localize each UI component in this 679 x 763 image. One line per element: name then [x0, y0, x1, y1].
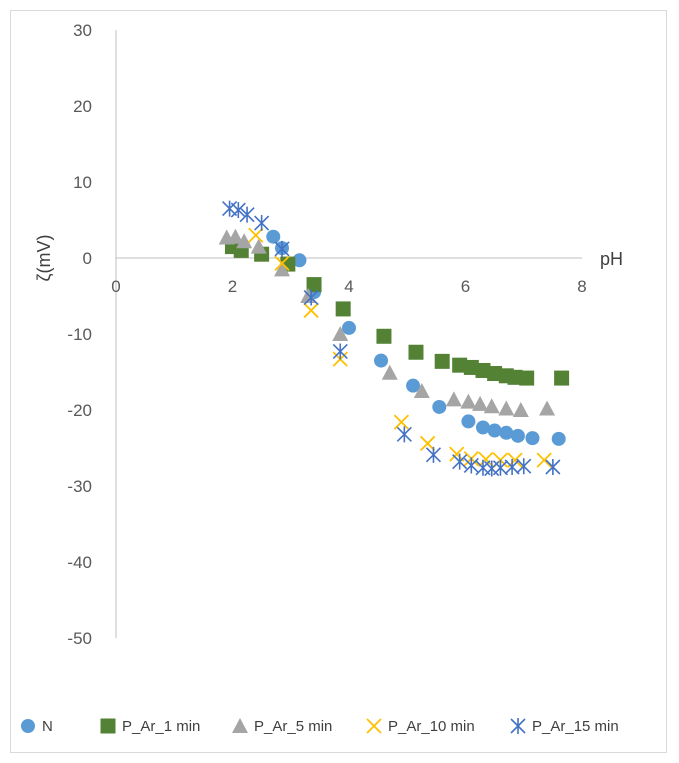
legend-label: P_Ar_10 min — [388, 718, 475, 735]
data-point — [227, 228, 244, 244]
data-point — [292, 253, 307, 268]
data-point — [239, 206, 255, 223]
y-axis-title: ζ(mV) — [34, 235, 54, 282]
legend-label: P_Ar_5 min — [254, 718, 332, 735]
y-tick-label: -20 — [67, 401, 92, 420]
data-point — [376, 328, 392, 344]
legend-marker — [232, 718, 248, 733]
data-point — [408, 344, 424, 360]
y-tick-label: -50 — [67, 629, 92, 648]
data-point — [432, 399, 447, 414]
x-tick-label: 8 — [577, 277, 586, 296]
legend: N P_Ar_1 min P_Ar_5 min P_Ar_10 min P_Ar_15 … — [21, 718, 619, 735]
data-point — [335, 301, 351, 317]
data-point — [483, 398, 500, 414]
data-point — [487, 366, 503, 382]
data-point — [374, 353, 389, 368]
data-point — [303, 289, 319, 306]
data-point — [420, 435, 436, 452]
data-point — [342, 320, 356, 335]
series-p-ar-15-min — [222, 200, 561, 477]
data-point — [510, 428, 525, 443]
data-point — [452, 357, 468, 373]
data-point — [406, 378, 421, 393]
data-point — [487, 423, 502, 438]
data-point — [381, 364, 398, 380]
data-point — [266, 229, 281, 244]
data-point — [425, 446, 442, 463]
data-point — [461, 414, 476, 429]
data-point — [545, 459, 561, 475]
legend-label: N — [42, 718, 53, 735]
data-point — [413, 383, 430, 398]
data-point — [306, 277, 322, 293]
x-axis-title: pH — [600, 249, 623, 269]
y-tick-label: 10 — [73, 173, 92, 192]
data-point — [236, 233, 253, 249]
data-point — [478, 451, 494, 468]
x-tick-label: 4 — [344, 277, 353, 296]
data-point — [332, 343, 348, 360]
series-p-ar-1-min — [225, 239, 570, 386]
data-point — [516, 458, 532, 475]
data-point — [475, 420, 490, 435]
axes: 30 20 10 0 -10 -20 -30 -40 -50 0 2 4 6 8 — [67, 21, 586, 648]
data-point — [274, 255, 290, 271]
data-point — [250, 238, 267, 254]
data-point — [536, 452, 552, 468]
data-point — [460, 393, 477, 409]
data-point — [452, 453, 468, 470]
data-points — [218, 200, 570, 477]
data-point — [393, 414, 410, 430]
legend-label: P_Ar_15 min — [532, 718, 619, 735]
data-point — [539, 400, 556, 416]
data-point — [230, 202, 246, 219]
y-tick-label: 20 — [73, 97, 92, 116]
legend-marker — [510, 718, 526, 734]
data-point — [254, 215, 270, 232]
x-tick-label: 6 — [461, 277, 470, 296]
data-point — [551, 431, 566, 446]
y-tick-label: -40 — [67, 553, 92, 572]
data-point — [492, 459, 509, 476]
data-point — [519, 370, 535, 386]
x-tick-label: 0 — [111, 277, 120, 296]
data-point — [396, 426, 412, 443]
data-point — [303, 302, 319, 319]
data-point — [554, 370, 570, 386]
data-point — [507, 369, 523, 385]
data-point — [475, 362, 491, 378]
y-tick-label: -30 — [67, 477, 92, 496]
data-point — [332, 326, 349, 341]
data-point — [274, 240, 290, 257]
legend-label: P_Ar_1 min — [122, 718, 200, 735]
x-tick-label: 2 — [228, 277, 237, 296]
legend-marker — [366, 718, 382, 734]
y-tick-label: 0 — [83, 249, 92, 268]
data-point — [248, 227, 264, 243]
y-tick-label: -10 — [67, 325, 92, 344]
data-point — [274, 261, 291, 277]
data-point — [499, 425, 514, 440]
series-p-ar-5-min — [218, 228, 556, 417]
data-point — [472, 395, 489, 411]
data-point — [463, 457, 479, 474]
data-point — [498, 400, 515, 416]
data-point — [463, 359, 479, 375]
legend-marker — [100, 718, 116, 734]
legend-marker — [21, 719, 35, 733]
data-point — [512, 402, 529, 417]
y-tick-label: 30 — [73, 21, 92, 40]
data-point — [504, 459, 520, 475]
data-point — [434, 353, 450, 369]
data-point — [449, 446, 465, 462]
data-point — [445, 391, 462, 407]
data-point — [525, 431, 540, 446]
